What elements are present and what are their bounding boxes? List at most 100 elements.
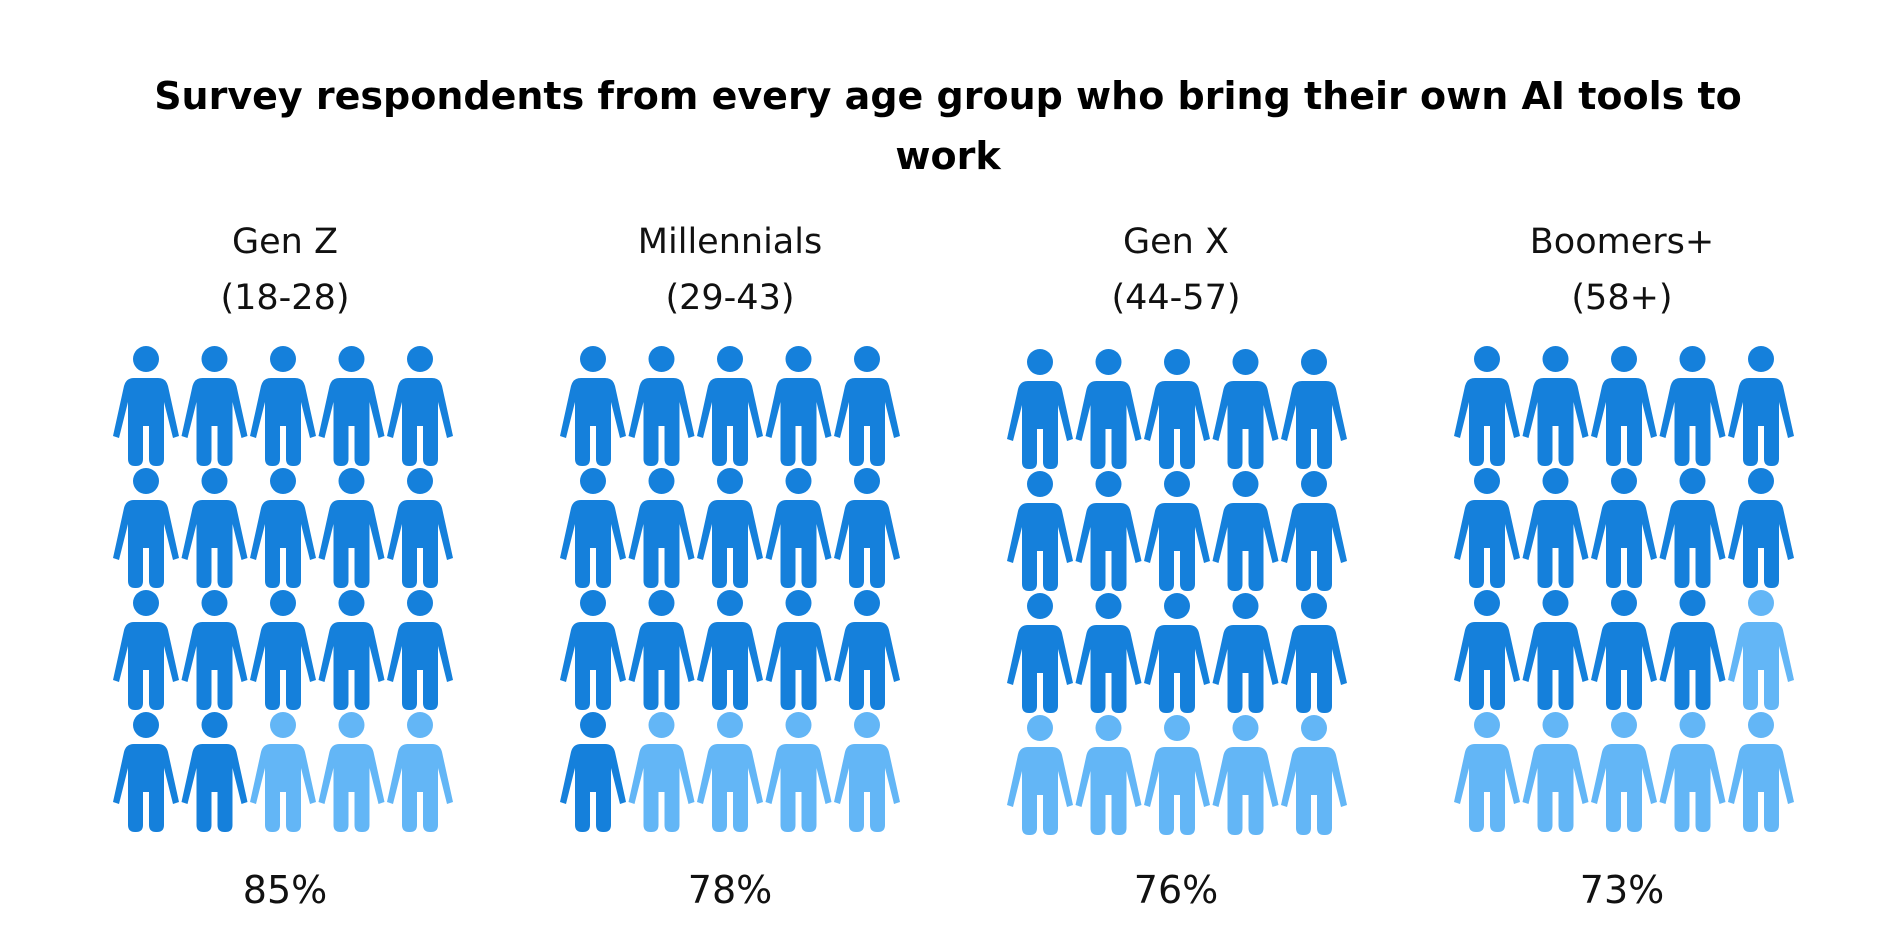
person-icon xyxy=(181,712,248,832)
person-head xyxy=(201,712,228,738)
person-icon xyxy=(1007,471,1073,591)
person-icon xyxy=(765,468,832,588)
person-head xyxy=(717,712,743,738)
person-icon xyxy=(181,346,248,466)
person-body xyxy=(628,378,695,466)
person-head xyxy=(785,468,812,494)
person-icon xyxy=(1212,593,1279,713)
person-head xyxy=(1164,349,1190,375)
person-body xyxy=(1728,622,1794,710)
person-body xyxy=(1144,503,1210,591)
person-head xyxy=(1027,471,1053,497)
person-head xyxy=(1232,349,1259,375)
person-head xyxy=(407,468,433,494)
person-icon xyxy=(697,590,763,710)
person-head xyxy=(201,346,228,372)
person-body xyxy=(1075,625,1142,713)
person-head xyxy=(1301,471,1327,497)
person-icon xyxy=(1591,590,1657,710)
person-body xyxy=(1281,625,1347,713)
person-body xyxy=(560,500,626,588)
person-head xyxy=(1542,712,1569,738)
person-head xyxy=(1095,715,1122,741)
person-head xyxy=(785,590,812,616)
person-head xyxy=(1301,349,1327,375)
group-label-gen-z: Gen Z (18-28) xyxy=(85,214,485,326)
person-icon xyxy=(1454,468,1520,588)
group-percentage-gen-x: 76% xyxy=(1133,868,1219,912)
person-body xyxy=(1728,744,1794,832)
person-body xyxy=(250,500,316,588)
person-body xyxy=(834,378,900,466)
person-head xyxy=(1679,590,1706,616)
person-body xyxy=(1007,381,1073,469)
person-head xyxy=(717,346,743,372)
person-head xyxy=(1679,468,1706,494)
person-body xyxy=(250,622,316,710)
group-percentage-millennials: 78% xyxy=(687,868,773,912)
person-body xyxy=(697,500,763,588)
person-head xyxy=(133,346,159,372)
person-icon xyxy=(1659,468,1726,588)
person-head xyxy=(1542,346,1569,372)
person-icon xyxy=(1522,590,1589,710)
person-head xyxy=(1027,593,1053,619)
person-icon xyxy=(1007,593,1073,713)
person-head xyxy=(1611,346,1637,372)
person-head xyxy=(1748,346,1774,372)
person-icon xyxy=(697,712,763,832)
person-icon xyxy=(1281,593,1347,713)
person-head xyxy=(1474,712,1500,738)
person-head xyxy=(580,346,606,372)
person-head xyxy=(854,346,880,372)
person-icon xyxy=(1212,349,1279,469)
person-icon xyxy=(250,590,316,710)
person-body xyxy=(1454,622,1520,710)
person-head xyxy=(580,468,606,494)
person-icon xyxy=(628,712,695,832)
person-body xyxy=(834,622,900,710)
person-head xyxy=(270,346,296,372)
person-body xyxy=(113,622,179,710)
person-icon xyxy=(1075,593,1142,713)
person-icon xyxy=(181,590,248,710)
person-body xyxy=(1659,378,1726,466)
person-head xyxy=(338,712,365,738)
person-body xyxy=(560,744,626,832)
group-percentage-boomers: 73% xyxy=(1579,868,1665,912)
group-name: Gen Z xyxy=(232,222,338,262)
person-icon xyxy=(765,712,832,832)
person-head xyxy=(133,468,159,494)
person-head xyxy=(133,590,159,616)
person-body xyxy=(1007,503,1073,591)
person-body xyxy=(560,622,626,710)
person-body xyxy=(1522,378,1589,466)
person-icon xyxy=(250,712,316,832)
person-body xyxy=(181,500,248,588)
group-label-gen-x: Gen X (44-57) xyxy=(976,214,1376,326)
person-icon xyxy=(628,346,695,466)
group-percentage-gen-z: 85% xyxy=(242,868,328,912)
person-icon xyxy=(1144,471,1210,591)
person-icon xyxy=(1281,715,1347,835)
person-head xyxy=(1301,593,1327,619)
person-head xyxy=(201,468,228,494)
person-body xyxy=(1075,747,1142,835)
person-icon xyxy=(628,468,695,588)
person-body xyxy=(765,622,832,710)
person-body xyxy=(1007,625,1073,713)
person-body xyxy=(628,500,695,588)
group-range: (29-43) xyxy=(665,278,795,318)
person-head xyxy=(338,346,365,372)
person-head xyxy=(717,590,743,616)
person-head xyxy=(1542,468,1569,494)
person-body xyxy=(318,378,385,466)
person-head xyxy=(785,712,812,738)
person-head xyxy=(648,468,675,494)
person-body xyxy=(1075,503,1142,591)
person-icon xyxy=(1728,346,1794,466)
person-body xyxy=(1212,747,1279,835)
person-icon xyxy=(1728,590,1794,710)
group-range: (58+) xyxy=(1571,278,1673,318)
person-body xyxy=(1591,622,1657,710)
